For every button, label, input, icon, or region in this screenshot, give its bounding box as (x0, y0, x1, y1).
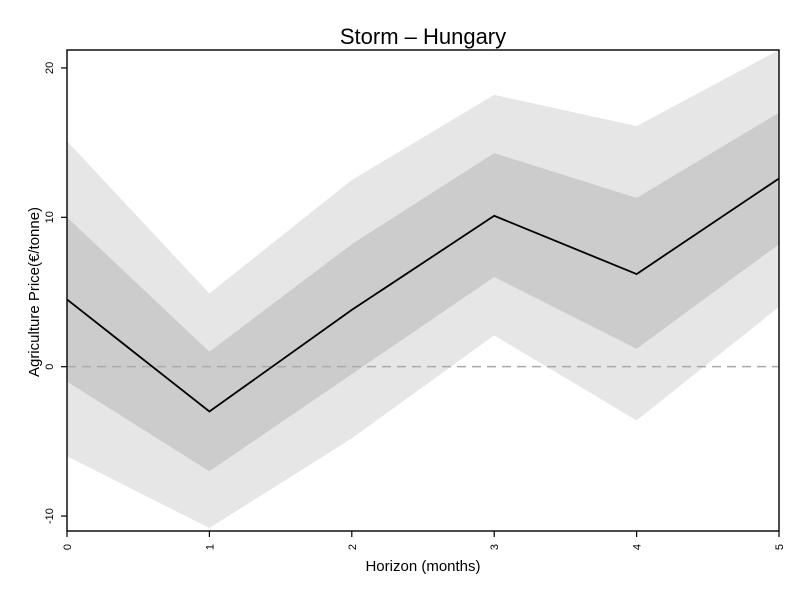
x-tick-label: 4 (632, 544, 644, 550)
x-tick-label: 2 (347, 544, 359, 550)
y-tick-label: 0 (44, 364, 56, 370)
confidence-bands (67, 50, 779, 529)
x-tick-label: 0 (62, 544, 74, 550)
y-tick-label: -10 (44, 508, 56, 524)
plot-frame (66, 49, 780, 532)
x-axis-label: Horizon (months) (365, 558, 480, 575)
chart-title: Storm – Hungary (340, 24, 506, 49)
y-axis-label: Agriculture Price(€/tonne) (26, 207, 43, 377)
y-tick-label: 10 (44, 211, 56, 223)
x-tick-label: 3 (489, 544, 501, 550)
x-tick-label: 1 (204, 544, 216, 550)
axis-ticks: -10 0 10 20 0 1 2 3 4 5 (44, 62, 786, 550)
estimate-series-line (66, 177, 780, 413)
inner-confidence-band (67, 112, 779, 472)
y-tick-label: 20 (44, 62, 56, 74)
x-tick-label: 5 (774, 544, 786, 550)
